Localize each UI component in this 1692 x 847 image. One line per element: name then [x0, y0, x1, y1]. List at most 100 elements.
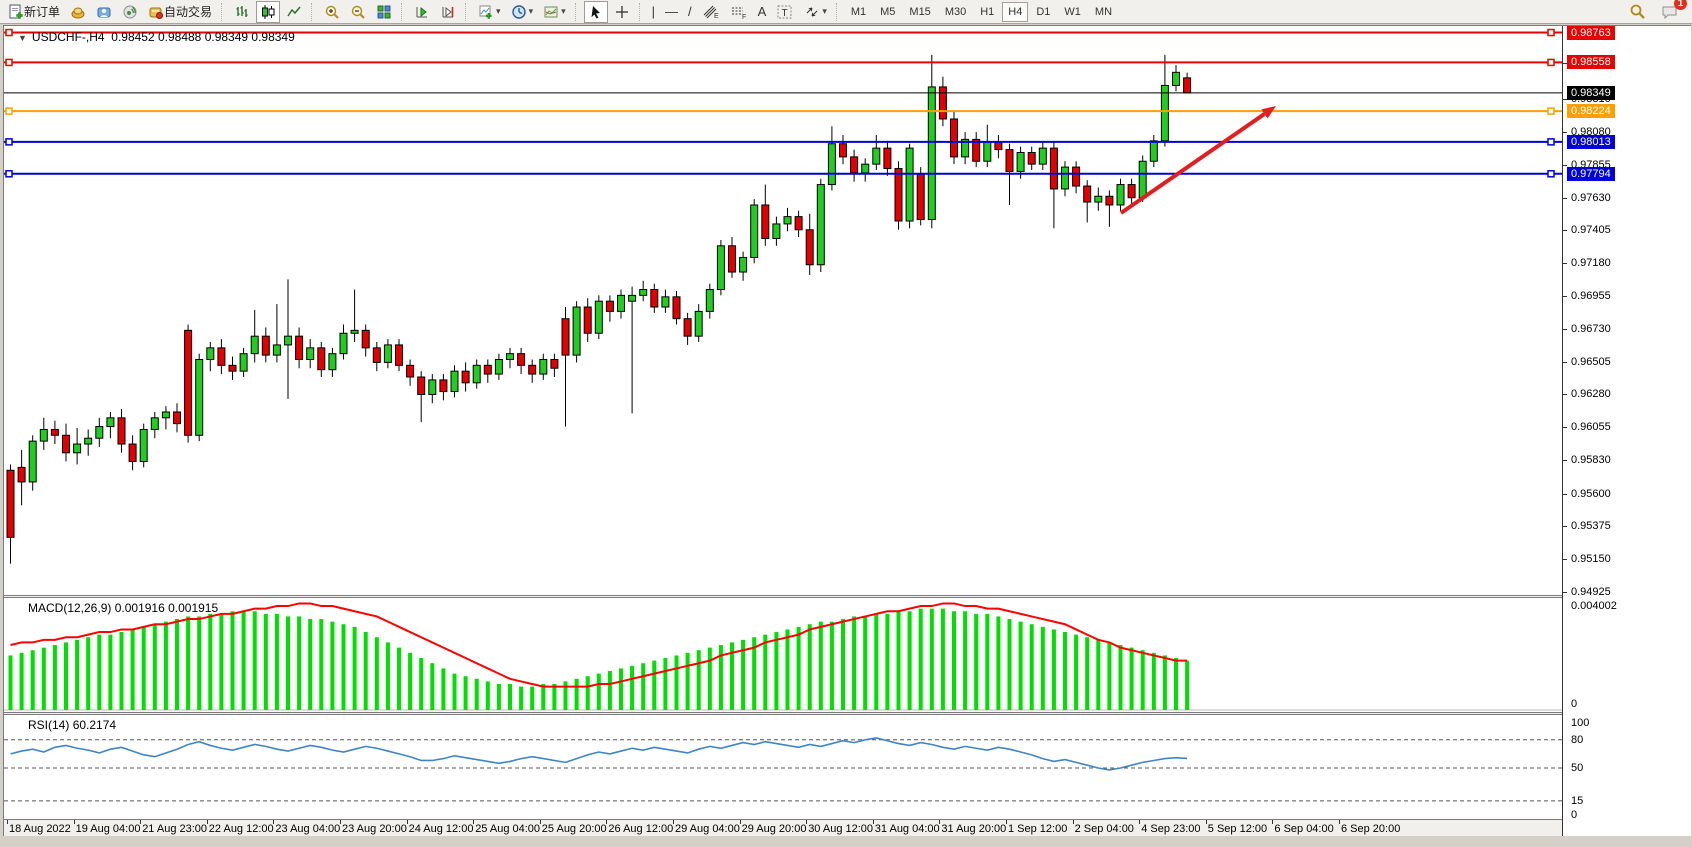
time-tick	[1072, 820, 1074, 824]
candle-bull	[705, 289, 714, 312]
timeframe-button-mn[interactable]: MN	[1094, 5, 1113, 18]
macd-bar	[397, 647, 401, 710]
horizontal-line-button[interactable]: —	[661, 1, 682, 23]
macd-scale-bottom: 0	[1571, 698, 1578, 710]
broadcast-button[interactable]	[118, 1, 142, 23]
line-handle[interactable]	[5, 58, 13, 67]
timeframe-button-d1[interactable]: D1	[1036, 5, 1051, 18]
one-click-collapse-icon[interactable]: ▼	[18, 33, 27, 43]
line-handle[interactable]	[5, 107, 13, 115]
timeframe-button-h1[interactable]: H1	[980, 5, 995, 18]
macd-bar	[863, 616, 868, 710]
crosshair-button[interactable]	[610, 1, 634, 23]
periods-button[interactable]: ▾	[507, 1, 538, 23]
line-handle[interactable]	[1547, 28, 1555, 37]
macd-bar	[985, 613, 990, 710]
line-handle[interactable]	[1547, 170, 1555, 178]
macd-bar	[119, 632, 124, 710]
candle-bear	[6, 469, 15, 538]
rsi-pane[interactable]	[4, 715, 1562, 818]
trend-arrow[interactable]	[1119, 106, 1276, 215]
chat-button[interactable]: 1	[1657, 0, 1687, 23]
line-handle[interactable]	[1547, 107, 1555, 115]
macd-bar	[929, 608, 934, 710]
label-button[interactable]: T	[772, 1, 798, 23]
periods-icon	[511, 4, 527, 20]
candle-bull	[983, 141, 992, 162]
macd-bar	[219, 613, 224, 710]
price-axis[interactable]: 0.985550.983100.980800.978550.976300.974…	[1562, 25, 1691, 836]
timeframe-button-m15[interactable]: M15	[909, 5, 931, 18]
fibonacci-button[interactable]: F	[726, 1, 752, 23]
chart-shift-button[interactable]	[436, 1, 460, 23]
chevron-down-icon: ▾	[561, 6, 566, 16]
line-handle[interactable]	[1547, 58, 1555, 67]
line-handle[interactable]	[5, 170, 13, 178]
macd-bar	[785, 629, 790, 710]
vertical-line-button[interactable]: |	[648, 1, 659, 23]
horizontal-scrollbar[interactable]	[0, 836, 1692, 847]
candle-bear	[439, 379, 448, 393]
crosshair-icon	[614, 4, 630, 20]
macd-bar	[474, 678, 479, 710]
bar-chart-button[interactable]	[230, 1, 254, 23]
timeframe-button-m30[interactable]: M30	[944, 5, 967, 18]
zoom-in-button[interactable]	[320, 1, 344, 23]
macd-pane[interactable]	[4, 598, 1562, 712]
rsi-label: RSI(14) 60.2174	[28, 718, 117, 732]
candle-bull	[95, 426, 104, 439]
channel-button[interactable]: E	[698, 1, 724, 23]
chart-ohlc: 0.98452 0.98488 0.98349 0.98349	[111, 30, 295, 44]
templates-button[interactable]: ▾	[539, 1, 570, 23]
timeframe-button-h4[interactable]: H4	[1002, 1, 1029, 22]
time-tick	[473, 820, 475, 824]
price-tick	[1563, 296, 1567, 298]
cursor-button[interactable]	[583, 0, 608, 23]
tile-windows-button[interactable]	[372, 1, 396, 23]
price-tick	[1563, 592, 1567, 593]
new-order-button[interactable]: 新订单	[4, 1, 64, 23]
timeframe-button-m5[interactable]: M5	[880, 5, 896, 18]
time-label: 25 Aug 20:00	[541, 823, 607, 835]
pane-splitter-macd[interactable]	[4, 595, 1690, 598]
time-axis[interactable]: 18 Aug 2022 19 Aug 04:00 21 Aug 23:00 22 Au…	[4, 819, 1562, 837]
candle-bear	[50, 428, 59, 436]
price-tick	[1563, 62, 1567, 64]
time-tick	[606, 820, 608, 824]
timeframe-button-m1[interactable]: M1	[850, 5, 867, 18]
shapes-button[interactable]: ▾	[800, 1, 831, 23]
line-chart-button[interactable]	[282, 1, 306, 23]
zoom-out-button[interactable]	[346, 1, 370, 23]
trendline-button[interactable]: /	[684, 1, 696, 23]
market-button[interactable]	[66, 1, 90, 23]
indicators-button[interactable]: ▾	[474, 1, 505, 23]
main-chart-pane[interactable]	[4, 26, 1562, 595]
macd-bar	[741, 639, 746, 710]
line-handle[interactable]	[5, 28, 13, 37]
timeframe-button-w1[interactable]: W1	[1064, 5, 1081, 18]
macd-bar	[630, 665, 635, 710]
line-handle[interactable]	[1547, 138, 1555, 146]
bar-chart-icon	[234, 4, 250, 20]
candle-bull	[350, 329, 359, 334]
candle-bear	[972, 138, 981, 162]
candlestick-button[interactable]	[256, 0, 281, 23]
line-handle[interactable]	[5, 138, 13, 146]
candle-bull	[161, 411, 170, 419]
candle-bear	[461, 370, 470, 384]
auto-trading-button[interactable]: 自动交易	[144, 1, 216, 23]
macd-bar	[607, 671, 612, 710]
candle-bull	[306, 347, 315, 360]
pane-splitter-rsi[interactable]	[4, 712, 1690, 715]
candle-bull	[383, 344, 392, 363]
macd-bar	[463, 676, 468, 710]
community-button[interactable]	[92, 1, 116, 23]
candle-bull	[739, 256, 748, 273]
label-icon: T	[776, 4, 794, 20]
search-button[interactable]	[1625, 1, 1650, 23]
macd-bar	[141, 626, 146, 710]
chart-window[interactable]: ▼ USDCHF-,H4 0.98452 0.98488 0.98349 0.98…	[3, 25, 1691, 839]
candle-bull	[961, 138, 970, 158]
auto-scroll-button[interactable]	[410, 1, 434, 23]
text-button[interactable]: A	[754, 1, 771, 23]
